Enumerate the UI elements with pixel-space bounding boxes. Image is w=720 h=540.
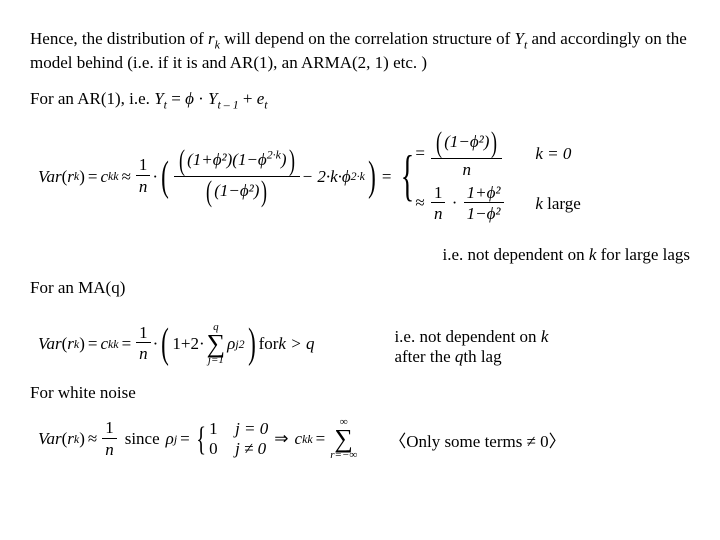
txt-plus: + [239, 89, 257, 108]
txt-p1b: will depend on the correlation structure… [220, 29, 515, 48]
txt-p2a: For an AR(1), i.e. [30, 89, 154, 108]
para-whitenoise: For white noise [30, 382, 690, 403]
sym-phi: ϕ [185, 89, 194, 108]
row-maq: Var (rk) = ckk = 1n · ( 1 + 2· q ∑ j=1 ρ… [30, 312, 690, 382]
frac-1n: 1 n [136, 155, 151, 198]
para-maq: For an MA(q) [30, 277, 690, 298]
para-ar1-model: For an AR(1), i.e. Yt = ϕ · Yt – 1 + et [30, 88, 690, 112]
eq-ar1-variance: Var (rk) = ckk ≈ 1 n · ( ((1+ϕ²)(1−ϕ2·k)… [38, 126, 690, 228]
frac-main: ((1+ϕ²)(1−ϕ2·k)) ((1−ϕ²)) [174, 146, 300, 207]
txt-dot: · [194, 89, 208, 108]
note-maq: i.e. not dependent on k after the qth la… [394, 327, 548, 367]
sym-t1: t – 1 [218, 97, 239, 111]
sym-Y3: Y [208, 89, 217, 108]
txt-eq: = [167, 89, 185, 108]
sum-maq: q ∑ j=1 [207, 322, 226, 366]
note1b: for large lags [596, 245, 690, 264]
sym-Y: Y [514, 29, 523, 48]
sum-wn: ∞ ∑ r=−∞ [330, 417, 357, 461]
eq-wn-variance: Var (rk) ≈ 1n since ρj = { 1j = 0 0j ≠ 0… [38, 417, 690, 461]
note1a: i.e. not dependent on [442, 245, 588, 264]
cases-wn: 1j = 0 0j ≠ 0 [209, 419, 268, 459]
txt-p1a: Hence, the distribution of [30, 29, 208, 48]
para-distribution: Hence, the distribution of rk will depen… [30, 28, 690, 74]
var-label: Var [38, 167, 62, 187]
cases-ar1: = ((1−ϕ²)) n k = 0 ≈ 1n · 1+ϕ²1−ϕ² k lar… [415, 126, 580, 228]
eq-maq-variance: Var (rk) = ckk = 1n · ( 1 + 2· q ∑ j=1 ρ… [38, 322, 314, 366]
sym-r: r [208, 29, 215, 48]
sym-et: t [264, 97, 267, 111]
sym-Y2: Y [154, 89, 163, 108]
note-ar1: i.e. not dependent on k for large lags [30, 244, 690, 265]
